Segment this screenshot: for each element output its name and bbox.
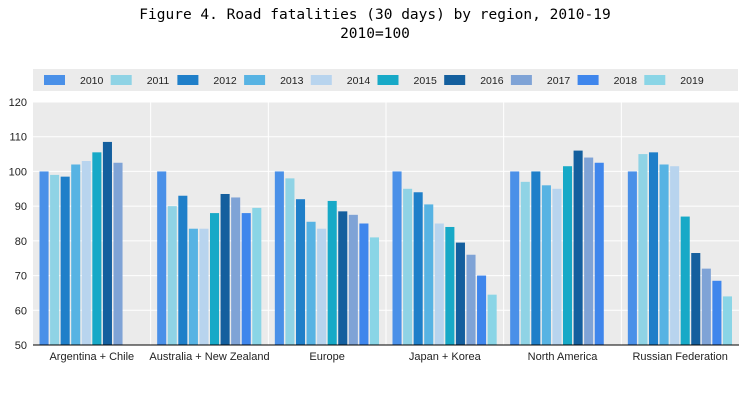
legend-label-2012: 2012 bbox=[213, 75, 237, 87]
bar-4-2015 bbox=[563, 166, 573, 345]
legend-swatch-2015 bbox=[377, 75, 399, 85]
y-tick-label-120: 120 bbox=[9, 97, 27, 109]
bar-4-2018 bbox=[594, 162, 604, 345]
bar-4-2012 bbox=[531, 171, 541, 345]
bar-0-2016 bbox=[102, 141, 112, 345]
bar-2-2016 bbox=[338, 211, 348, 345]
legend-label-2015: 2015 bbox=[414, 75, 438, 87]
x-category-label-5: Russian Federation bbox=[632, 351, 727, 363]
bar-3-2012 bbox=[413, 192, 423, 345]
bar-0-2011 bbox=[50, 174, 60, 345]
bar-0-2015 bbox=[92, 152, 102, 345]
bar-1-2016 bbox=[220, 193, 230, 345]
bar-2-2013 bbox=[306, 221, 316, 345]
x-category-label-0: Argentina + Chile bbox=[49, 351, 134, 363]
legend-swatch-2013 bbox=[244, 75, 266, 85]
x-category-label-3: Japan + Korea bbox=[409, 351, 482, 363]
bar-4-2014 bbox=[552, 188, 562, 345]
bar-0-2010 bbox=[39, 171, 49, 345]
bar-3-2019 bbox=[487, 294, 497, 345]
x-category-label-1: Australia + New Zealand bbox=[149, 351, 269, 363]
legend-swatch-2011 bbox=[110, 75, 132, 85]
bar-5-2016 bbox=[691, 253, 701, 345]
gridlines bbox=[33, 101, 739, 350]
axes: 50 60 70 80 90 100 110 120 Argentina + Chile Aust… bbox=[9, 97, 739, 363]
chart-subtitle: 2010=100 bbox=[340, 26, 410, 42]
bar-5-2013 bbox=[659, 164, 669, 345]
bar-5-2014 bbox=[670, 166, 680, 345]
bar-4-2017 bbox=[584, 157, 594, 345]
legend: 2010 2011 2012 2013 2014 2015 2016 2017 2018 2019 bbox=[44, 75, 704, 87]
bar-2-2010 bbox=[274, 171, 284, 345]
legend-label-2017: 2017 bbox=[547, 75, 571, 87]
bar-4-2011 bbox=[520, 181, 530, 345]
bar-2-2011 bbox=[285, 178, 295, 345]
bar-2-2015 bbox=[327, 200, 337, 345]
bar-1-2010 bbox=[157, 171, 167, 345]
y-tick-label-100: 100 bbox=[9, 166, 27, 178]
legend-label-2018: 2018 bbox=[614, 75, 638, 87]
bar-1-2011 bbox=[167, 206, 177, 345]
legend-swatch-2012 bbox=[177, 75, 199, 85]
bar-1-2019 bbox=[252, 207, 262, 345]
bar-1-2015 bbox=[210, 213, 220, 345]
bar-3-2013 bbox=[424, 204, 434, 345]
legend-label-2016: 2016 bbox=[480, 75, 504, 87]
y-tick-label-90: 90 bbox=[15, 201, 27, 213]
bar-3-2014 bbox=[434, 223, 444, 345]
y-tick-label-80: 80 bbox=[15, 236, 27, 248]
y-tick-label-60: 60 bbox=[15, 305, 27, 317]
bar-0-2012 bbox=[60, 176, 70, 345]
legend-swatch-2018 bbox=[577, 75, 599, 85]
bar-1-2013 bbox=[188, 228, 198, 345]
y-tick-label-110: 110 bbox=[9, 132, 27, 144]
legend-label-2019: 2019 bbox=[680, 75, 704, 87]
bar-0-2014 bbox=[81, 161, 91, 345]
bar-1-2018 bbox=[241, 213, 251, 345]
legend-swatch-2016 bbox=[444, 75, 466, 85]
bar-3-2015 bbox=[445, 226, 455, 345]
chart-title-block: Figure 4. Road fatalities (30 days) by r… bbox=[0, 6, 750, 44]
bar-4-2010 bbox=[510, 171, 520, 345]
bar-2-2017 bbox=[348, 214, 358, 345]
legend-swatch-2017 bbox=[510, 75, 532, 85]
bar-3-2010 bbox=[392, 171, 402, 345]
legend-label-2011: 2011 bbox=[147, 75, 170, 87]
legend-swatch-2010 bbox=[44, 75, 65, 85]
bar-1-2017 bbox=[231, 197, 241, 345]
bars bbox=[39, 141, 732, 345]
bar-5-2019 bbox=[722, 296, 732, 345]
x-category-label-2: Europe bbox=[309, 351, 344, 363]
bar-4-2016 bbox=[573, 150, 583, 345]
legend-label-2010: 2010 bbox=[80, 75, 104, 87]
bar-2-2012 bbox=[295, 199, 306, 345]
bar-3-2017 bbox=[466, 254, 476, 345]
x-category-label-4: North America bbox=[528, 351, 599, 363]
legend-label-2013: 2013 bbox=[280, 75, 304, 87]
bar-0-2017 bbox=[113, 162, 123, 345]
bar-3-2018 bbox=[477, 275, 487, 345]
legend-label-2014: 2014 bbox=[347, 75, 371, 87]
bar-5-2017 bbox=[701, 268, 711, 345]
bar-0-2013 bbox=[71, 164, 81, 345]
bar-5-2018 bbox=[712, 280, 722, 345]
bar-1-2012 bbox=[178, 195, 188, 345]
y-tick-label-50: 50 bbox=[15, 340, 27, 352]
y-tick-label-70: 70 bbox=[15, 271, 27, 283]
legend-swatch-2019 bbox=[644, 75, 666, 85]
legend-swatch-2014 bbox=[310, 75, 332, 85]
bar-5-2015 bbox=[680, 216, 690, 345]
bar-5-2010 bbox=[627, 171, 637, 345]
bar-2-2019 bbox=[369, 237, 379, 345]
bar-4-2013 bbox=[541, 185, 551, 345]
bar-5-2012 bbox=[648, 152, 659, 345]
chart-title: Figure 4. Road fatalities (30 days) by r… bbox=[139, 7, 611, 23]
bar-3-2011 bbox=[403, 188, 413, 345]
bar-1-2014 bbox=[199, 228, 209, 345]
bar-2-2018 bbox=[359, 223, 369, 345]
bar-2-2014 bbox=[317, 228, 327, 345]
bar-3-2016 bbox=[455, 242, 465, 345]
bar-5-2011 bbox=[638, 154, 648, 345]
